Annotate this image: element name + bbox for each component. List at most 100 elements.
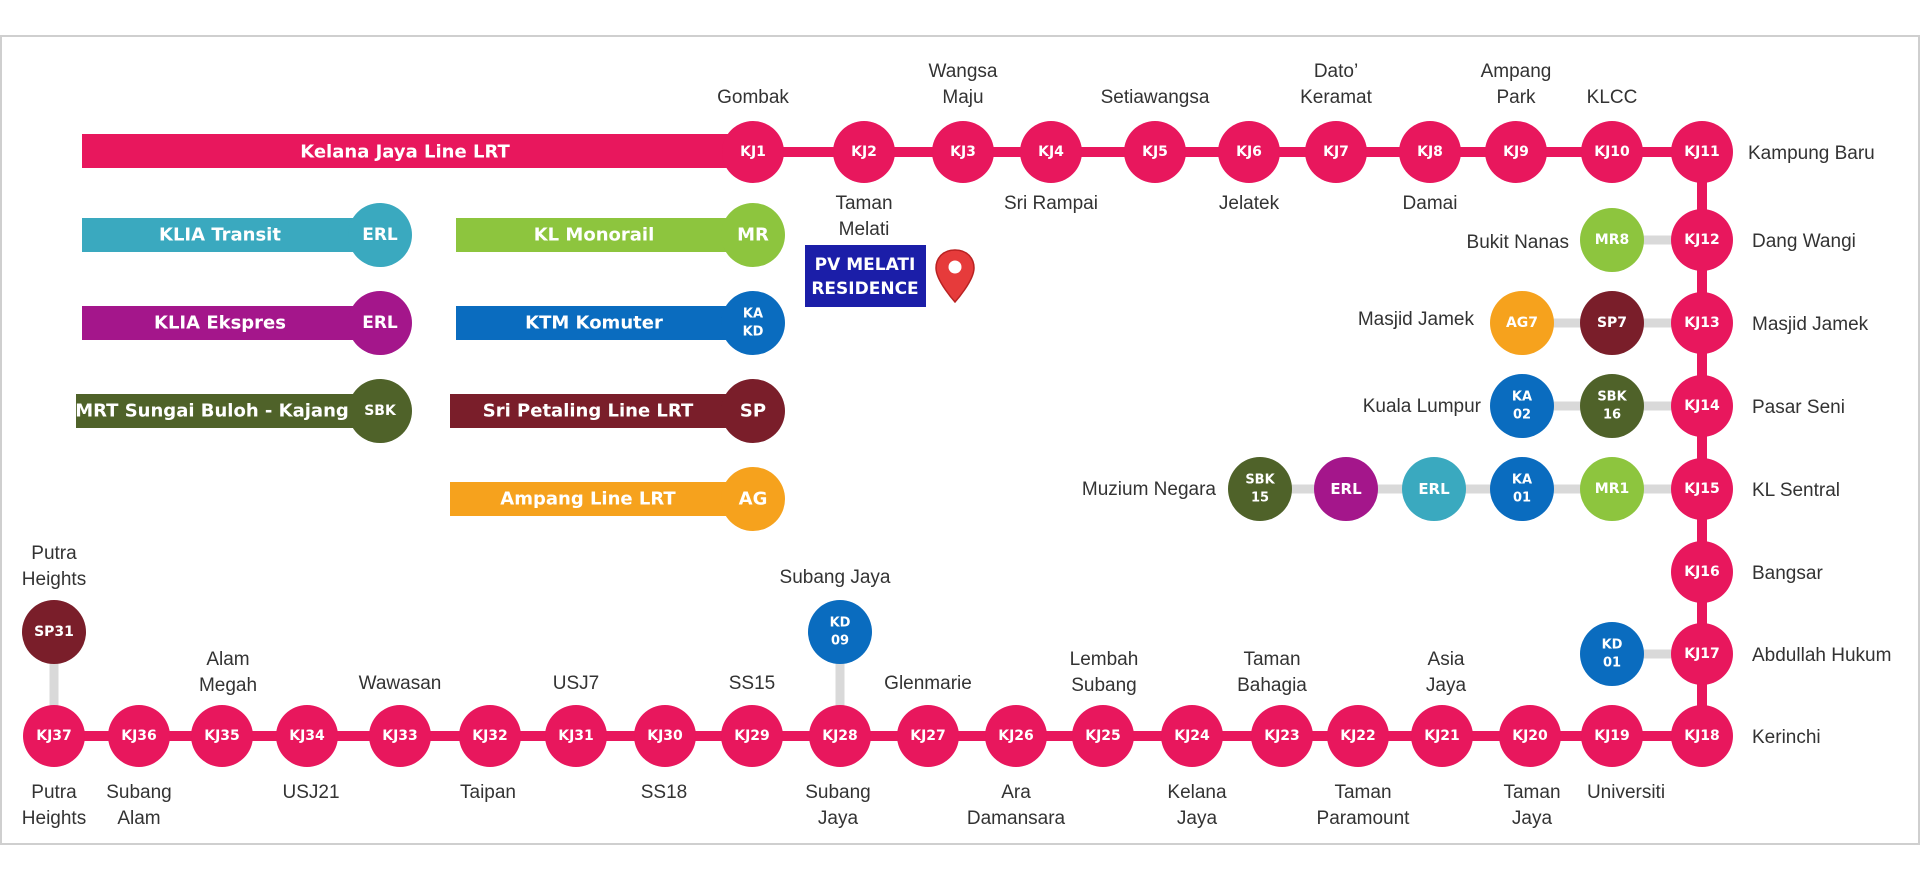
station-circle-kj37[interactable] <box>23 705 85 767</box>
station-kj10[interactable]: KJ10 KLCC <box>1581 87 1643 183</box>
station-code-kj19: KJ19 <box>1594 728 1630 744</box>
station-kj5[interactable]: KJ5 Setiawangsa <box>1101 87 1210 183</box>
station-kj37[interactable]: KJ37 Putra Heights Putra Heights <box>22 543 86 829</box>
station-code-kj24: KJ24 <box>1174 728 1210 744</box>
station-kj22[interactable]: KJ22 Taman Paramount <box>1317 705 1411 829</box>
station-kj1[interactable]: KJ1 Gombak <box>717 87 789 183</box>
klia-ekspres-code: ERL <box>362 313 398 333</box>
station-circle-kj23[interactable] <box>1251 705 1313 767</box>
station-kj33[interactable]: KJ33 Wawasan <box>359 673 442 767</box>
station-kj35[interactable]: KJ35 Alam Megah <box>191 649 257 767</box>
badge-sp31 <box>22 600 86 664</box>
station-kj28[interactable]: KJ28 Subang Jaya <box>805 705 871 829</box>
station-kj19[interactable]: KJ19 Universiti <box>1581 705 1665 803</box>
station-circle-kj30[interactable] <box>634 705 696 767</box>
station-circle-kj20[interactable] <box>1499 705 1561 767</box>
station-kj21[interactable]: KJ21 Asia Jaya <box>1411 649 1473 767</box>
station-circle-kj13[interactable] <box>1671 292 1733 354</box>
station-circle-kj33[interactable] <box>369 705 431 767</box>
station-circle-kj10[interactable] <box>1581 121 1643 183</box>
station-label-kj22-line2: Paramount <box>1317 808 1411 829</box>
station-kj25[interactable]: KJ25 Lembah Subang <box>1070 649 1139 767</box>
station-circle-kj21[interactable] <box>1411 705 1473 767</box>
kj-stations: KJ1 Gombak KJ2 Taman Melati KJ3 Wangsa Maju KJ4 S… <box>22 61 1892 829</box>
station-kj13[interactable]: KJ13 Masjid Jamek <box>1671 292 1869 354</box>
badge-ag7-code: AG7 <box>1506 315 1538 331</box>
station-circle-kj11[interactable] <box>1671 121 1733 183</box>
station-circle-kj36[interactable] <box>108 705 170 767</box>
station-kj3[interactable]: KJ3 Wangsa Maju <box>929 61 998 183</box>
station-label-kj15: KL Sentral <box>1752 480 1840 501</box>
station-circle-kj29[interactable] <box>721 705 783 767</box>
station-kj31[interactable]: KJ31 USJ7 <box>545 673 607 767</box>
station-kj18[interactable]: KJ18 Kerinchi <box>1671 705 1821 767</box>
station-label-kj4: Sri Rampai <box>1004 193 1098 214</box>
station-kj20[interactable]: KJ20 Taman Jaya <box>1499 705 1561 829</box>
station-kj26[interactable]: KJ26 Ara Damansara <box>967 705 1066 829</box>
station-circle-kj7[interactable] <box>1305 121 1367 183</box>
station-circle-kj27[interactable] <box>897 705 959 767</box>
station-kj27[interactable]: KJ27 Glenmarie <box>884 673 972 767</box>
station-kj29[interactable]: KJ29 SS15 <box>721 673 783 767</box>
station-circle-kj22[interactable] <box>1327 705 1389 767</box>
station-kj12[interactable]: KJ12 Dang Wangi <box>1671 209 1856 271</box>
station-circle-kj16[interactable] <box>1671 541 1733 603</box>
station-circle-kj34[interactable] <box>276 705 338 767</box>
station-kj14[interactable]: KJ14 Pasar Seni <box>1671 375 1845 437</box>
station-circle-kj31[interactable] <box>545 705 607 767</box>
station-code-kj20: KJ20 <box>1512 728 1548 744</box>
station-circle-kj32[interactable] <box>459 705 521 767</box>
station-circle-kj3[interactable] <box>932 121 994 183</box>
station-circle-kj1[interactable] <box>722 121 784 183</box>
station-kj9[interactable]: KJ9 Ampang Park <box>1481 61 1552 183</box>
station-circle-kj26[interactable] <box>985 705 1047 767</box>
badge-sp7 <box>1580 291 1644 355</box>
klia-ekspres-label: KLIA Ekspres <box>154 313 286 334</box>
station-circle-kj6[interactable] <box>1218 121 1280 183</box>
station-circle-kj25[interactable] <box>1072 705 1134 767</box>
station-code-kj32: KJ32 <box>472 728 508 744</box>
station-circle-kj19[interactable] <box>1581 705 1643 767</box>
station-kj2[interactable]: KJ2 Taman Melati <box>833 121 895 240</box>
station-kj7[interactable]: KJ7 Dato’ Keramat <box>1300 61 1373 183</box>
station-kj15[interactable]: KJ15 KL Sentral <box>1671 458 1840 520</box>
legend-sri-petaling: Sri Petaling Line LRT SP <box>450 379 785 443</box>
station-circle-kj4[interactable] <box>1020 121 1082 183</box>
station-kj6[interactable]: KJ6 Jelatek <box>1218 121 1280 214</box>
station-kj30[interactable]: KJ30 SS18 <box>634 705 696 803</box>
station-circle-kj12[interactable] <box>1671 209 1733 271</box>
station-kj24[interactable]: KJ24 Kelana Jaya <box>1161 705 1227 829</box>
station-code-kj17: KJ17 <box>1684 646 1720 662</box>
station-label-kj37-line1: Putra <box>31 782 77 803</box>
station-kj36[interactable]: KJ36 Subang Alam <box>106 705 172 829</box>
station-circle-kj15[interactable] <box>1671 458 1733 520</box>
klia-transit-badge <box>348 203 412 267</box>
station-circle-kj5[interactable] <box>1124 121 1186 183</box>
station-code-kj13: KJ13 <box>1684 315 1720 331</box>
station-kj16[interactable]: KJ16 Bangsar <box>1671 541 1823 603</box>
station-circle-kj9[interactable] <box>1485 121 1547 183</box>
station-kj34[interactable]: KJ34 USJ21 <box>276 705 340 803</box>
station-label-kj34: USJ21 <box>282 782 339 803</box>
location-marker: PV MELATI RESIDENCE <box>805 245 975 307</box>
station-circle-kj18[interactable] <box>1671 705 1733 767</box>
station-circle-kj14[interactable] <box>1671 375 1733 437</box>
station-circle-kj35[interactable] <box>191 705 253 767</box>
legend-klia-ekspres: KLIA Ekspres ERL <box>82 291 412 355</box>
station-kj17[interactable]: KJ17 Abdullah Hukum <box>1671 623 1891 685</box>
station-circle-kj24[interactable] <box>1161 705 1223 767</box>
station-kj8[interactable]: KJ8 Damai <box>1399 121 1461 214</box>
station-circle-kj8[interactable] <box>1399 121 1461 183</box>
station-circle-kj28[interactable] <box>809 705 871 767</box>
station-circle-kj17[interactable] <box>1671 623 1733 685</box>
station-kj4[interactable]: KJ4 Sri Rampai <box>1004 121 1098 214</box>
legend-kl-monorail: KL Monorail MR <box>456 203 785 267</box>
station-kj23[interactable]: KJ23 Taman Bahagia <box>1237 649 1313 767</box>
station-code-kj36: KJ36 <box>121 728 157 744</box>
station-kj32[interactable]: KJ32 Taipan <box>459 705 521 803</box>
station-circle-kj2[interactable] <box>833 121 895 183</box>
station-code-kj25: KJ25 <box>1085 728 1121 744</box>
sri-petaling-badge <box>721 379 785 443</box>
station-kj11[interactable]: KJ11 Kampung Baru <box>1671 121 1875 183</box>
